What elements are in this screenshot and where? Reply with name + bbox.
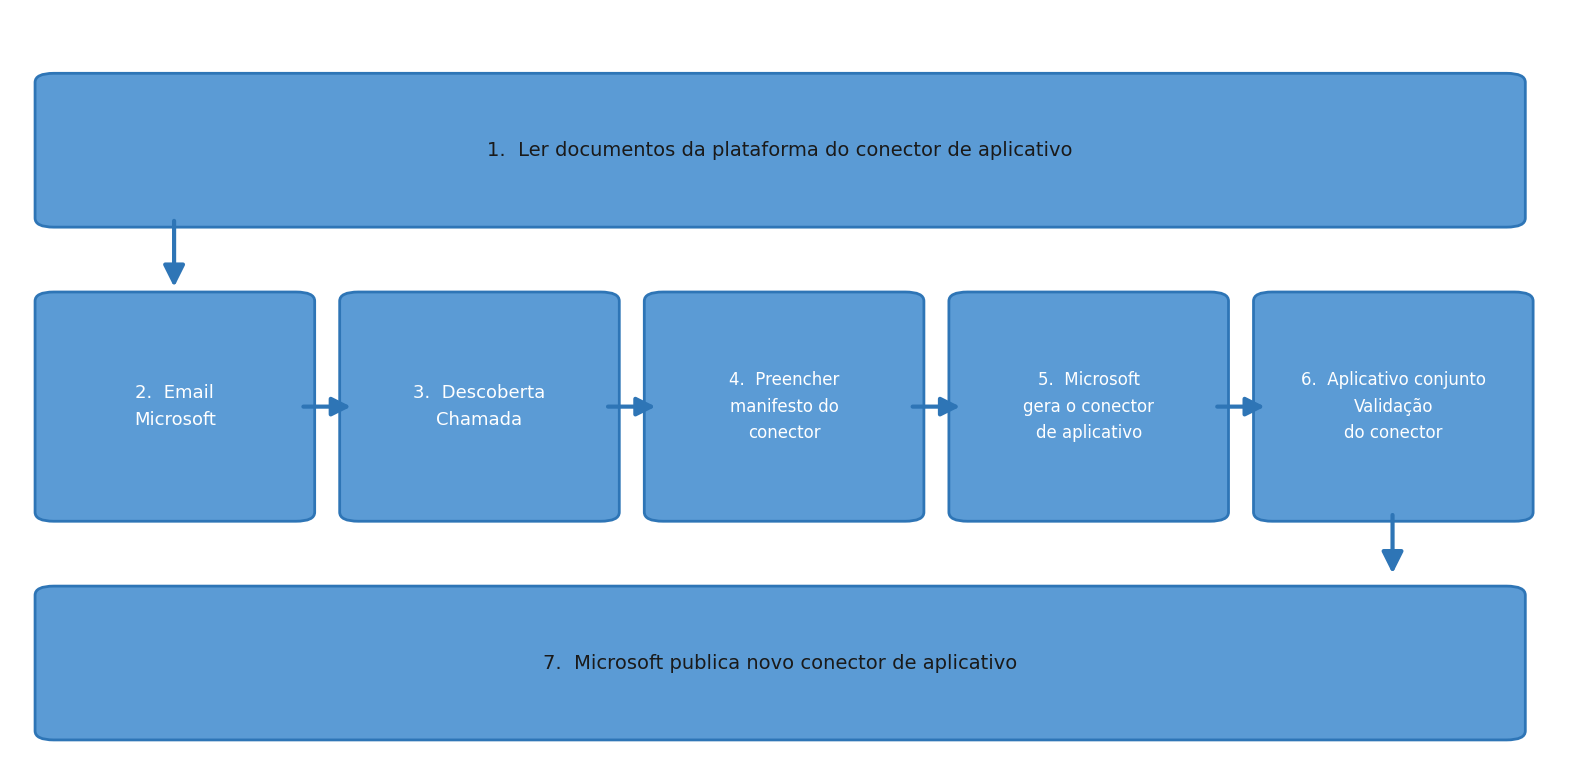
Text: 6.  Aplicativo conjunto
Validação
do conector: 6. Aplicativo conjunto Validação do cone…	[1300, 371, 1486, 442]
Text: 5.  Microsoft
gera o conector
de aplicativo: 5. Microsoft gera o conector de aplicati…	[1023, 371, 1154, 442]
Text: 3.  Descoberta
Chamada: 3. Descoberta Chamada	[413, 385, 545, 429]
FancyBboxPatch shape	[35, 292, 315, 521]
Text: 4.  Preencher
manifesto do
conector: 4. Preencher manifesto do conector	[730, 371, 840, 442]
FancyBboxPatch shape	[949, 292, 1229, 521]
Text: 1.  Ler documentos da plataforma do conector de aplicativo: 1. Ler documentos da plataforma do conec…	[487, 141, 1073, 160]
FancyBboxPatch shape	[35, 586, 1526, 740]
Text: 7.  Microsoft publica novo conector de aplicativo: 7. Microsoft publica novo conector de ap…	[544, 654, 1018, 673]
Text: 2.  Email
Microsoft: 2. Email Microsoft	[134, 385, 216, 429]
FancyBboxPatch shape	[35, 73, 1526, 227]
FancyBboxPatch shape	[340, 292, 619, 521]
FancyBboxPatch shape	[1253, 292, 1533, 521]
FancyBboxPatch shape	[645, 292, 924, 521]
